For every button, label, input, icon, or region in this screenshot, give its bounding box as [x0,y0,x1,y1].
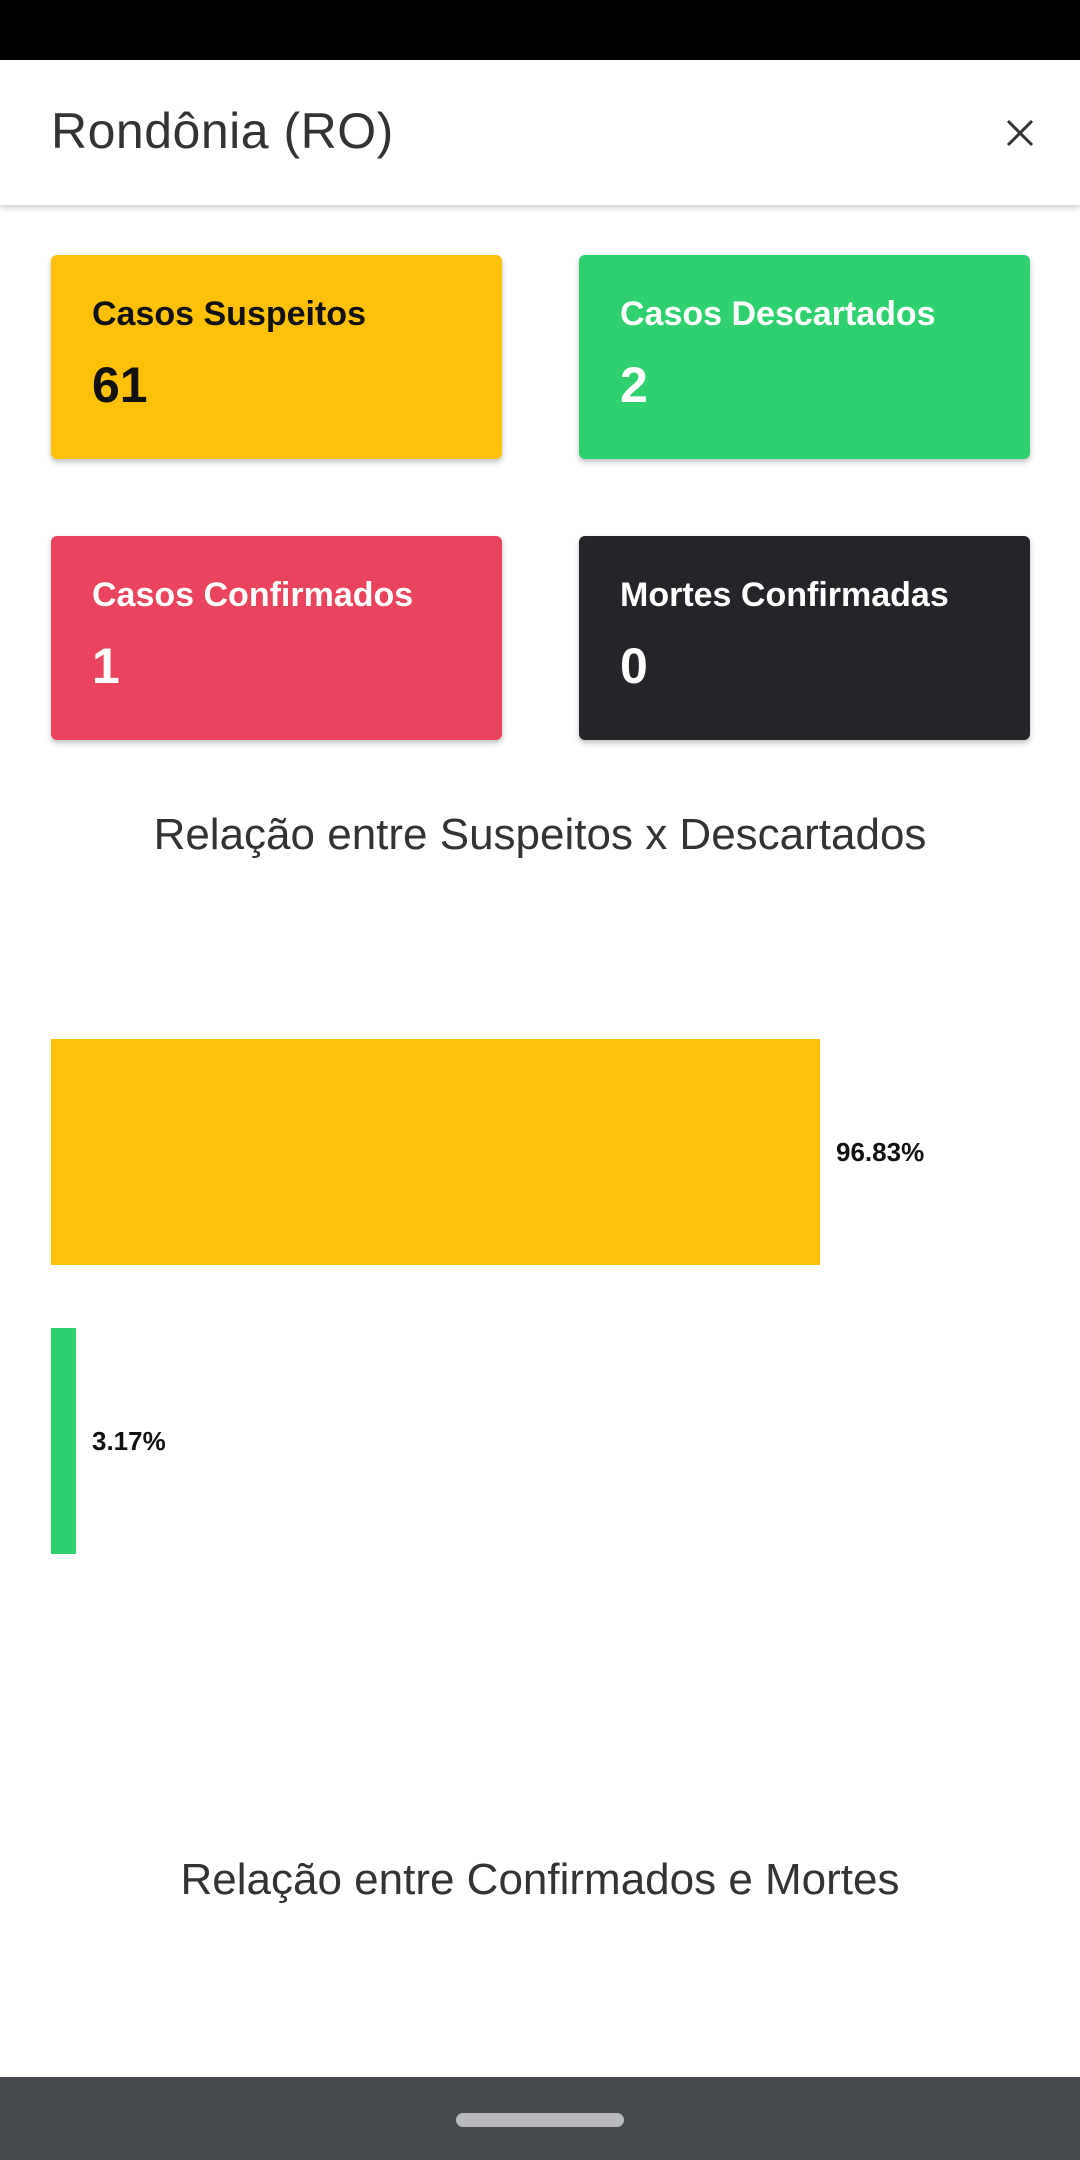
card-value: 0 [620,638,648,694]
card-casos-confirmados: Casos Confirmados 1 [51,536,502,740]
bar-value-label: 96.83% [836,1137,925,1167]
chart-title-suspeitos-descartados: Relação entre Suspeitos x Descartados [153,810,927,859]
bar-casos-suspeitos [51,1039,820,1265]
card-label: Casos Descartados [620,295,936,333]
chart-title-confirmados-mortes: Relação entre Confirmados e Mortes [180,1855,900,1904]
bar-value-label: 3.17% [92,1426,166,1456]
card-mortes-confirmadas: Mortes Confirmadas 0 [579,536,1030,740]
card-casos-descartados: Casos Descartados 2 [579,255,1030,459]
home-handle[interactable] [456,2113,624,2127]
navigation-bar [0,2077,1080,2160]
content-area: Casos Suspeitos 61 Casos Descartados 2 C… [0,205,1080,2077]
card-label: Casos Suspeitos [92,295,366,333]
status-bar [0,0,1080,60]
card-label: Mortes Confirmadas [620,576,949,614]
card-label: Casos Confirmados [92,576,414,614]
close-button[interactable] [995,108,1045,158]
close-icon [1006,119,1034,147]
card-casos-suspeitos: Casos Suspeitos 61 [51,255,502,459]
card-value: 61 [92,357,148,413]
card-value: 2 [620,357,648,413]
page-title: Rondônia (RO) [51,103,394,159]
bar-casos-descartados [51,1328,76,1554]
card-value: 1 [92,638,120,694]
app-header: Rondônia (RO) [0,60,1080,205]
